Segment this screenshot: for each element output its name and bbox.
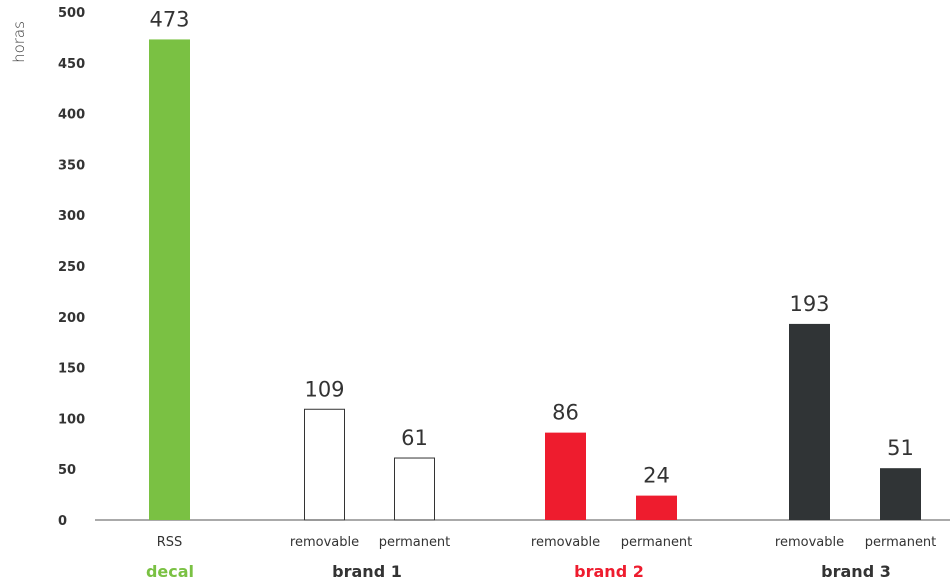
bar-brand-1-permanent: [394, 457, 435, 521]
group-label-brand-3: brand 3: [821, 562, 891, 581]
group-label-brand-2: brand 2: [574, 562, 644, 581]
data-label: 24: [643, 464, 670, 488]
bar-brand-1-removable: [304, 408, 345, 521]
y-tick-label: 500: [58, 6, 85, 21]
y-tick-label: 200: [58, 311, 85, 326]
bar-brand-2-removable: [545, 432, 586, 520]
bar-brand-3-permanent: [880, 468, 921, 520]
bar-decal-rss: [149, 39, 190, 520]
group-label-brand-1: brand 1: [332, 562, 402, 581]
y-axis-label: horas: [10, 21, 28, 63]
y-tick-label: 50: [58, 463, 76, 478]
y-tick-label: 0: [58, 514, 67, 529]
category-label: permanent: [865, 535, 937, 550]
bars: 473 109 61 86 24 193 51: [149, 7, 921, 521]
data-label: 109: [304, 377, 344, 401]
category-label: permanent: [621, 535, 693, 550]
y-tick-label: 100: [58, 412, 85, 427]
category-labels: RSS removable permanent removable permanent r…: [157, 535, 937, 550]
data-label: 193: [789, 292, 829, 316]
category-label: removable: [531, 535, 600, 550]
data-label: 61: [401, 426, 428, 450]
data-label: 86: [552, 401, 579, 425]
y-tick-label: 250: [58, 260, 85, 275]
category-label: RSS: [157, 535, 183, 550]
y-tick-label: 300: [58, 209, 85, 224]
group-labels: decal brand 1 brand 2 brand 3: [146, 562, 891, 581]
data-label: 473: [149, 7, 189, 31]
category-label: removable: [290, 535, 359, 550]
category-label: removable: [775, 535, 844, 550]
y-tick-label: 150: [58, 362, 85, 377]
y-tick-label: 350: [58, 158, 85, 173]
category-label: permanent: [379, 535, 451, 550]
y-tick-label: 400: [58, 108, 85, 123]
bar-brand-2-permanent: [636, 495, 677, 520]
y-axis-ticks: 0 50 100 150 200 250 300 350 400 450 500: [58, 6, 85, 529]
bar-brand-3-removable: [789, 323, 830, 520]
group-label-decal: decal: [146, 562, 194, 581]
y-tick-label: 450: [58, 57, 85, 72]
data-label: 51: [887, 436, 914, 460]
